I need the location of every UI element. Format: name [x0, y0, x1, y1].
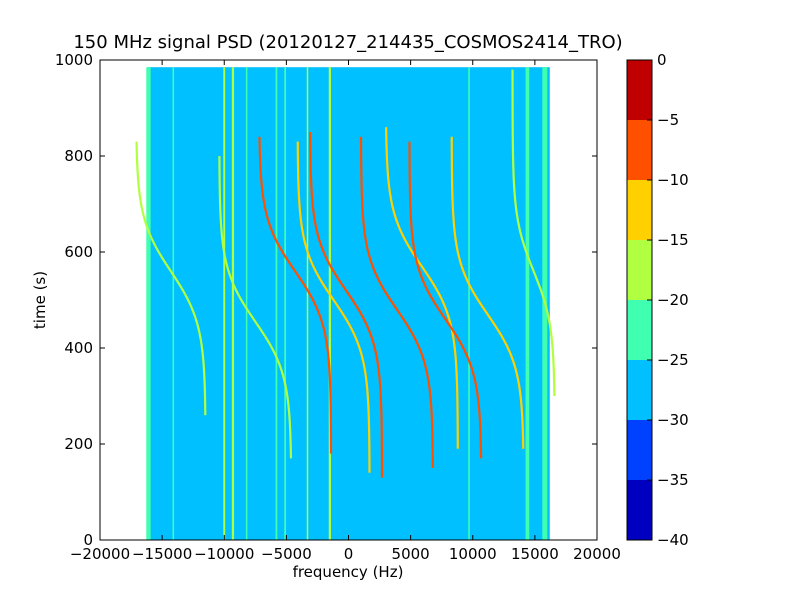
colorbar-band-0	[627, 480, 652, 540]
colorbar-tick-label: −5	[657, 111, 679, 129]
doppler-track-7	[408, 141, 483, 459]
x-tick-label: 5000	[392, 545, 430, 563]
colorbar-tick-label: −15	[657, 231, 689, 249]
doppler-track-4	[309, 131, 384, 478]
vertical-line-8	[328, 67, 331, 540]
doppler-track-3	[296, 141, 371, 473]
colorbar-bands	[627, 60, 652, 540]
x-tick-label: 15000	[511, 545, 559, 563]
colorbar-tick-label: −10	[657, 171, 689, 189]
colorbar-band-1	[627, 420, 652, 480]
x-tick-label: 0	[344, 545, 354, 563]
vertical-line-4	[245, 67, 248, 540]
colorbar-tick-label: −30	[657, 411, 689, 429]
doppler-tracks	[135, 69, 556, 478]
colorbar-band-5	[627, 180, 652, 240]
x-axis-label: frequency (Hz)	[293, 563, 404, 581]
vertical-line-1	[172, 67, 175, 540]
doppler-track-8	[450, 136, 525, 449]
y-tick-label: 200	[64, 435, 93, 453]
x-tick-label: 20000	[573, 545, 621, 563]
doppler-track-6	[385, 127, 459, 449]
doppler-track-1	[218, 155, 293, 459]
colorbar: −40 −35 −30 −25 −20 −15 −10 −5 0	[626, 51, 689, 549]
x-axis-ticks: −20000 −15000 −10000 −5000 0 5000 10000 15000 20…	[70, 60, 621, 563]
colorbar-tick-label: 0	[657, 51, 667, 69]
colorbar-ticks: −40 −35 −30 −25 −20 −15 −10 −5 0	[647, 51, 689, 549]
colorbar-tick-label: −25	[657, 351, 689, 369]
x-tick-label: −5000	[261, 545, 312, 563]
y-tick-label: 0	[83, 531, 93, 549]
spectrogram-noise-floor	[147, 67, 550, 540]
doppler-track-0	[135, 141, 207, 416]
vertical-line-9	[468, 67, 470, 540]
colorbar-tick-label: −40	[657, 531, 689, 549]
y-tick-label: 800	[64, 147, 93, 165]
x-tick-label: −10000	[194, 545, 254, 563]
vertical-line-7	[306, 67, 309, 540]
spectrogram-plot: −20000 −15000 −10000 −5000 0 5000 10000 15000 20…	[55, 51, 621, 563]
doppler-track-5	[359, 136, 434, 469]
y-tick-label: 400	[64, 339, 93, 357]
x-tick-label: −20000	[70, 545, 130, 563]
x-tick-label: −15000	[132, 545, 192, 563]
doppler-track-2	[258, 136, 333, 454]
y-tick-label: 1000	[55, 51, 93, 69]
vertical-line-0	[146, 67, 151, 540]
colorbar-band-3	[627, 300, 652, 360]
y-axis-label: time (s)	[31, 271, 49, 329]
vertical-line-10	[525, 67, 530, 540]
vertical-line-5	[275, 67, 278, 540]
chart-title: 150 MHz signal PSD (20120127_214435_COSM…	[73, 32, 622, 53]
y-axis-ticks: 0 200 400 600 800 1000	[55, 51, 597, 549]
colorbar-tick-label: −35	[657, 471, 689, 489]
x-tick-label: 10000	[449, 545, 497, 563]
colorbar-tick-label: −20	[657, 291, 689, 309]
vertical-line-6	[284, 67, 287, 540]
vertical-line-3	[231, 67, 235, 540]
colorbar-band-6	[627, 120, 652, 180]
y-tick-label: 600	[64, 243, 93, 261]
colorbar-band-7	[627, 60, 652, 120]
vertical-line-2	[223, 67, 226, 540]
colorbar-band-4	[627, 240, 652, 300]
colorbar-band-2	[627, 360, 652, 420]
doppler-track-9	[511, 69, 556, 397]
